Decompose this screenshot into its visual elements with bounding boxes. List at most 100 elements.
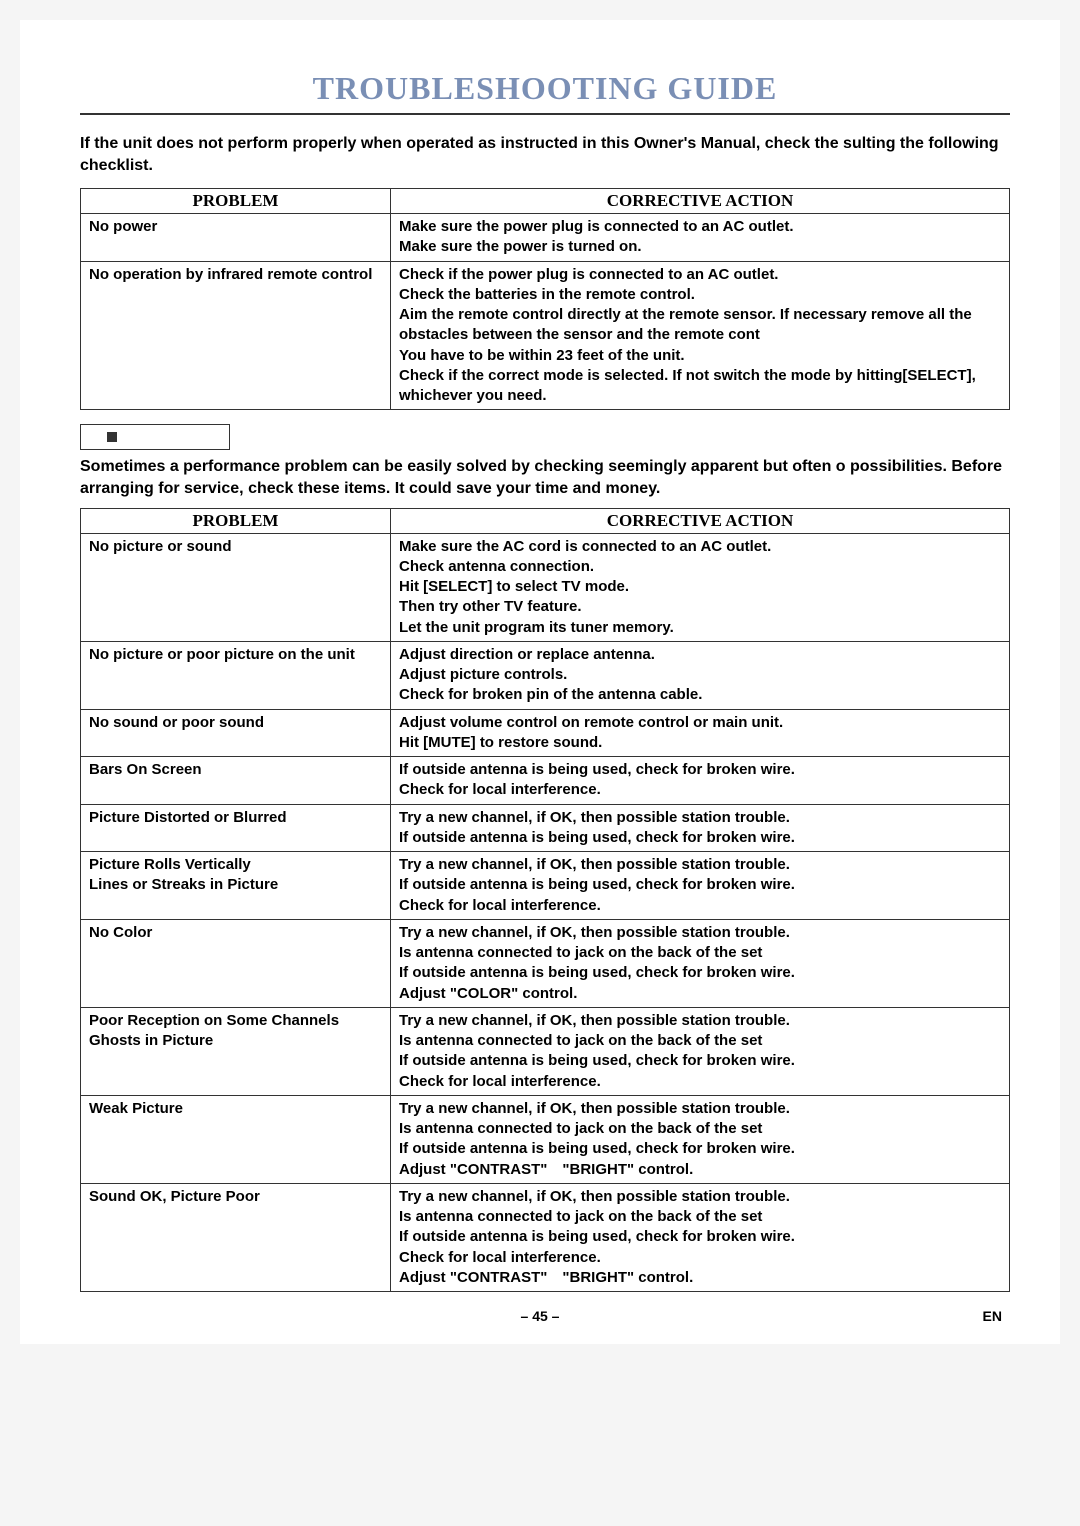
action-text: Try a new channel, if OK, then possible … <box>399 1187 1001 1207</box>
action-text: Try a new channel, if OK, then possible … <box>399 808 1001 828</box>
table-row: No operation by infrared remote control C… <box>81 261 1010 410</box>
table-row: No sound or poor sound Adjust volume cont… <box>81 709 1010 757</box>
problem-cell: Weak Picture <box>81 1095 391 1183</box>
intro-text: If the unit does not perform properly wh… <box>80 133 1010 176</box>
table-row: Picture Distorted or Blurred Try a new ch… <box>81 804 1010 852</box>
action-text: Is antenna connected to jack on the back… <box>399 1207 1001 1227</box>
note-text: Sometimes a performance problem can be e… <box>80 456 1010 499</box>
action-text: Hit [SELECT] to select TV mode. <box>399 577 1001 597</box>
action-cell: If outside antenna is being used, check … <box>391 757 1010 805</box>
problem-cell: Poor Reception on Some ChannelsGhosts in… <box>81 1007 391 1095</box>
action-text: Check antenna connection. <box>399 557 1001 577</box>
problem-text: Picture Rolls Vertically <box>89 855 382 875</box>
action-cell: Try a new channel, if OK, then possible … <box>391 804 1010 852</box>
action-cell: Adjust direction or replace antenna.Adju… <box>391 641 1010 709</box>
problem-cell: Picture Rolls VerticallyLines or Streaks… <box>81 852 391 920</box>
action-cell: Try a new channel, if OK, then possible … <box>391 852 1010 920</box>
problem-text: No picture or poor picture on the unit <box>89 645 382 665</box>
action-text: Adjust "CONTRAST" "BRIGHT" control. <box>399 1268 1001 1288</box>
action-text: Hit [MUTE] to restore sound. <box>399 733 1001 753</box>
column-header-problem: PROBLEM <box>81 508 391 533</box>
title-rule <box>80 113 1010 115</box>
action-text: Try a new channel, if OK, then possible … <box>399 1011 1001 1031</box>
problem-text: No picture or sound <box>89 537 382 557</box>
action-text: Make sure the power plug is connected to… <box>399 217 1001 237</box>
action-text: Adjust "CONTRAST" "BRIGHT" control. <box>399 1160 1001 1180</box>
problem-text: Weak Picture <box>89 1099 382 1119</box>
action-text: Adjust volume control on remote control … <box>399 713 1001 733</box>
problem-text: No sound or poor sound <box>89 713 382 733</box>
action-text: Check for local interference. <box>399 780 1001 800</box>
problem-cell: No Color <box>81 919 391 1007</box>
problem-cell: No picture or sound <box>81 533 391 641</box>
action-text: Then try other TV feature. <box>399 597 1001 617</box>
action-text: If outside antenna is being used, check … <box>399 963 1001 983</box>
problem-cell: No power <box>81 214 391 262</box>
action-text: Check for local interference. <box>399 1248 1001 1268</box>
problem-cell: Picture Distorted or Blurred <box>81 804 391 852</box>
problem-text: No power <box>89 217 382 237</box>
table-row: Bars On Screen If outside antenna is bein… <box>81 757 1010 805</box>
problem-text: Lines or Streaks in Picture <box>89 875 382 895</box>
problem-cell: Bars On Screen <box>81 757 391 805</box>
action-text: Is antenna connected to jack on the back… <box>399 1119 1001 1139</box>
action-cell: Check if the power plug is connected to … <box>391 261 1010 410</box>
action-cell: Make sure the AC cord is connected to an… <box>391 533 1010 641</box>
problem-cell: No picture or poor picture on the unit <box>81 641 391 709</box>
action-cell: Try a new channel, if OK, then possible … <box>391 1183 1010 1291</box>
problem-text: Picture Distorted or Blurred <box>89 808 382 828</box>
action-text: Check if the correct mode is selected. I… <box>399 366 1001 407</box>
table-row: Weak Picture Try a new channel, if OK, th… <box>81 1095 1010 1183</box>
action-text: If outside antenna is being used, check … <box>399 760 1001 780</box>
action-text: If outside antenna is being used, check … <box>399 1051 1001 1071</box>
action-text: If outside antenna is being used, check … <box>399 828 1001 848</box>
action-cell: Try a new channel, if OK, then possible … <box>391 1007 1010 1095</box>
problem-text: Bars On Screen <box>89 760 382 780</box>
action-text: Check for local interference. <box>399 1072 1001 1092</box>
problem-cell: Sound OK, Picture Poor <box>81 1183 391 1291</box>
problem-cell: No sound or poor sound <box>81 709 391 757</box>
table-row: Picture Rolls VerticallyLines or Streaks… <box>81 852 1010 920</box>
language-code: EN <box>983 1308 1002 1324</box>
problem-cell: No operation by infrared remote control <box>81 261 391 410</box>
page-title: TROUBLESHOOTING GUIDE <box>80 70 1010 107</box>
column-header-problem: PROBLEM <box>81 189 391 214</box>
problem-text: Ghosts in Picture <box>89 1031 382 1051</box>
action-text: Make sure the AC cord is connected to an… <box>399 537 1001 557</box>
action-text: Adjust direction or replace antenna. <box>399 645 1001 665</box>
action-text: Is antenna connected to jack on the back… <box>399 1031 1001 1051</box>
action-text: If outside antenna is being used, check … <box>399 1227 1001 1247</box>
action-text: Try a new channel, if OK, then possible … <box>399 855 1001 875</box>
action-text: Check for broken pin of the antenna cabl… <box>399 685 1001 705</box>
page-number: – 45 – <box>521 1308 560 1324</box>
table-row: Poor Reception on Some ChannelsGhosts in… <box>81 1007 1010 1095</box>
problem-text: Poor Reception on Some Channels <box>89 1011 382 1031</box>
action-text: Try a new channel, if OK, then possible … <box>399 923 1001 943</box>
square-bullet-icon <box>107 432 117 442</box>
table-row: No picture or poor picture on the unit Ad… <box>81 641 1010 709</box>
column-header-action: CORRECTIVE ACTION <box>391 189 1010 214</box>
action-text: Check if the power plug is connected to … <box>399 265 1001 285</box>
table-row: No Color Try a new channel, if OK, then p… <box>81 919 1010 1007</box>
action-text: Let the unit program its tuner memory. <box>399 618 1001 638</box>
action-cell: Try a new channel, if OK, then possible … <box>391 1095 1010 1183</box>
table-row: Sound OK, Picture Poor Try a new channel,… <box>81 1183 1010 1291</box>
page-footer: – 45 – EN <box>80 1306 1010 1324</box>
problem-text: No operation by infrared remote control <box>89 265 382 285</box>
table-row: No picture or sound Make sure the AC cord… <box>81 533 1010 641</box>
action-text: Try a new channel, if OK, then possible … <box>399 1099 1001 1119</box>
troubleshooting-table-1: PROBLEM CORRECTIVE ACTION No power Make s… <box>80 188 1010 410</box>
action-text: Check the batteries in the remote contro… <box>399 285 1001 305</box>
troubleshooting-table-2: PROBLEM CORRECTIVE ACTION No picture or … <box>80 508 1010 1293</box>
action-text: Is antenna connected to jack on the back… <box>399 943 1001 963</box>
page: TROUBLESHOOTING GUIDE If the unit does n… <box>20 20 1060 1344</box>
action-cell: Adjust volume control on remote control … <box>391 709 1010 757</box>
action-text: If outside antenna is being used, check … <box>399 875 1001 895</box>
action-cell: Make sure the power plug is connected to… <box>391 214 1010 262</box>
action-cell: Try a new channel, if OK, then possible … <box>391 919 1010 1007</box>
action-text: Make sure the power is turned on. <box>399 237 1001 257</box>
action-text: You have to be within 23 feet of the uni… <box>399 346 1001 366</box>
column-header-action: CORRECTIVE ACTION <box>391 508 1010 533</box>
action-text: Adjust picture controls. <box>399 665 1001 685</box>
problem-text: Sound OK, Picture Poor <box>89 1187 382 1207</box>
